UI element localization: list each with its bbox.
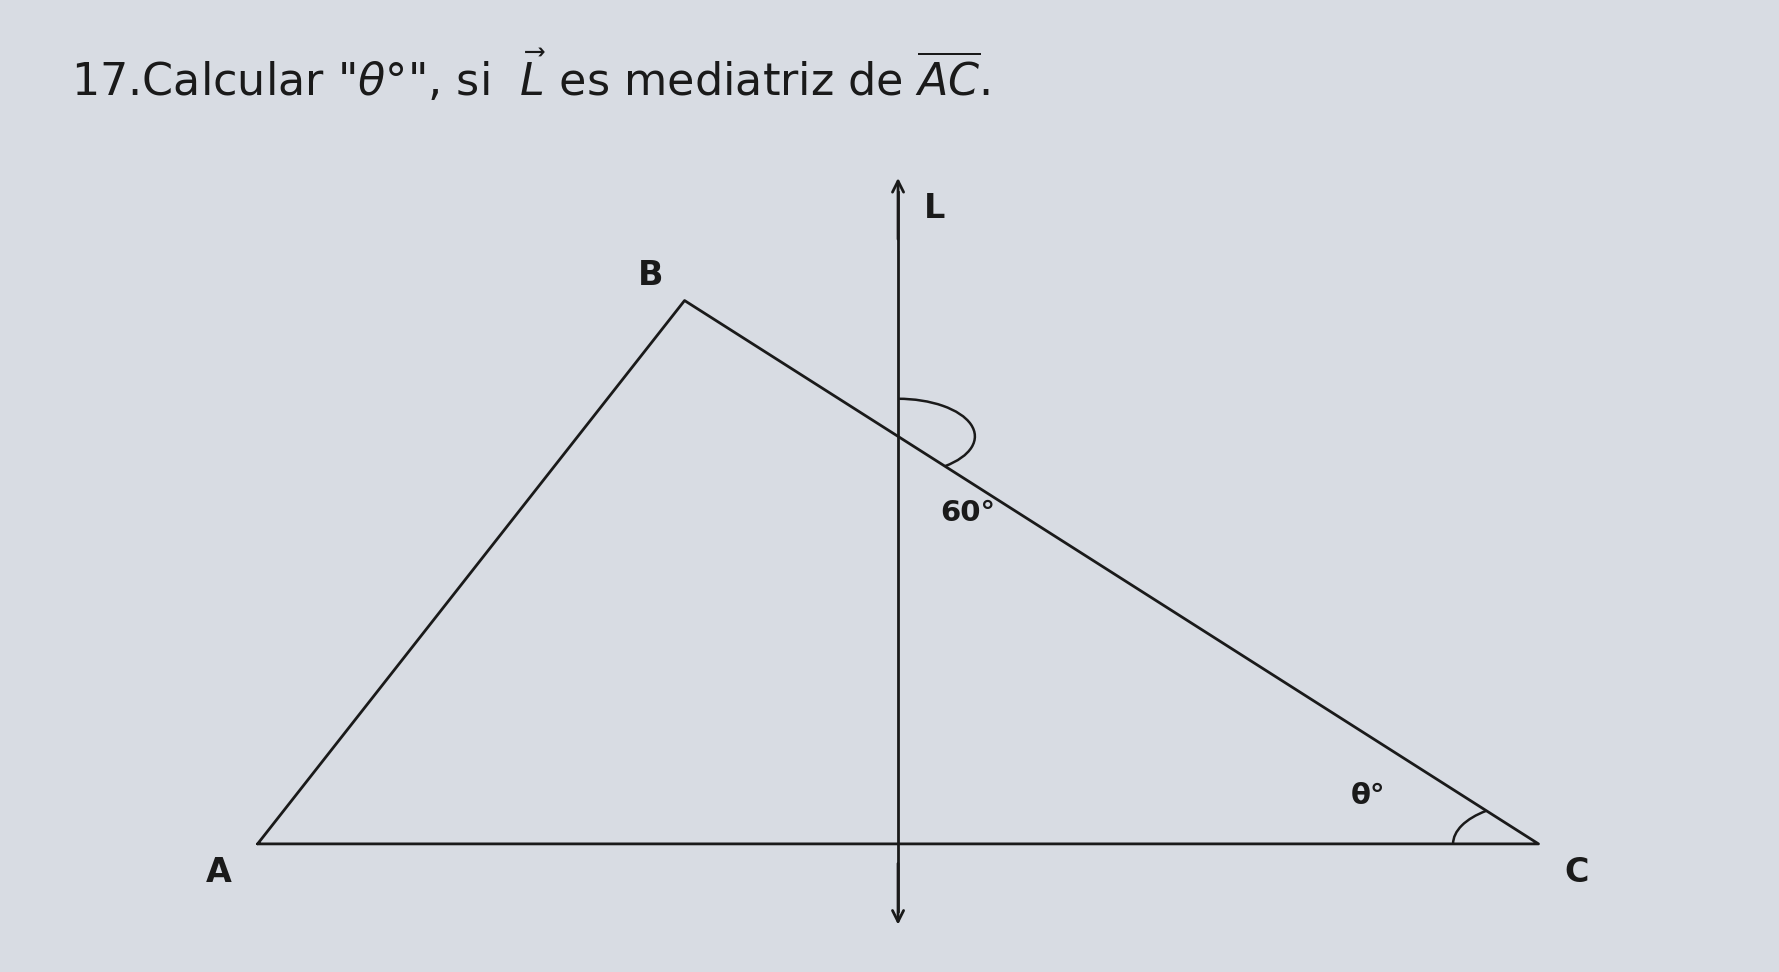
Text: θ°: θ° [1350, 782, 1384, 811]
Text: B: B [637, 260, 664, 293]
Text: C: C [1564, 856, 1589, 889]
Text: 17.Calcular "$\theta$°", si  $\vec{L}$ es mediatriz de $\overline{AC}$.: 17.Calcular "$\theta$°", si $\vec{L}$ es… [71, 49, 991, 105]
Text: L: L [923, 191, 945, 225]
Text: 60°: 60° [941, 499, 996, 527]
Text: A: A [206, 856, 231, 889]
